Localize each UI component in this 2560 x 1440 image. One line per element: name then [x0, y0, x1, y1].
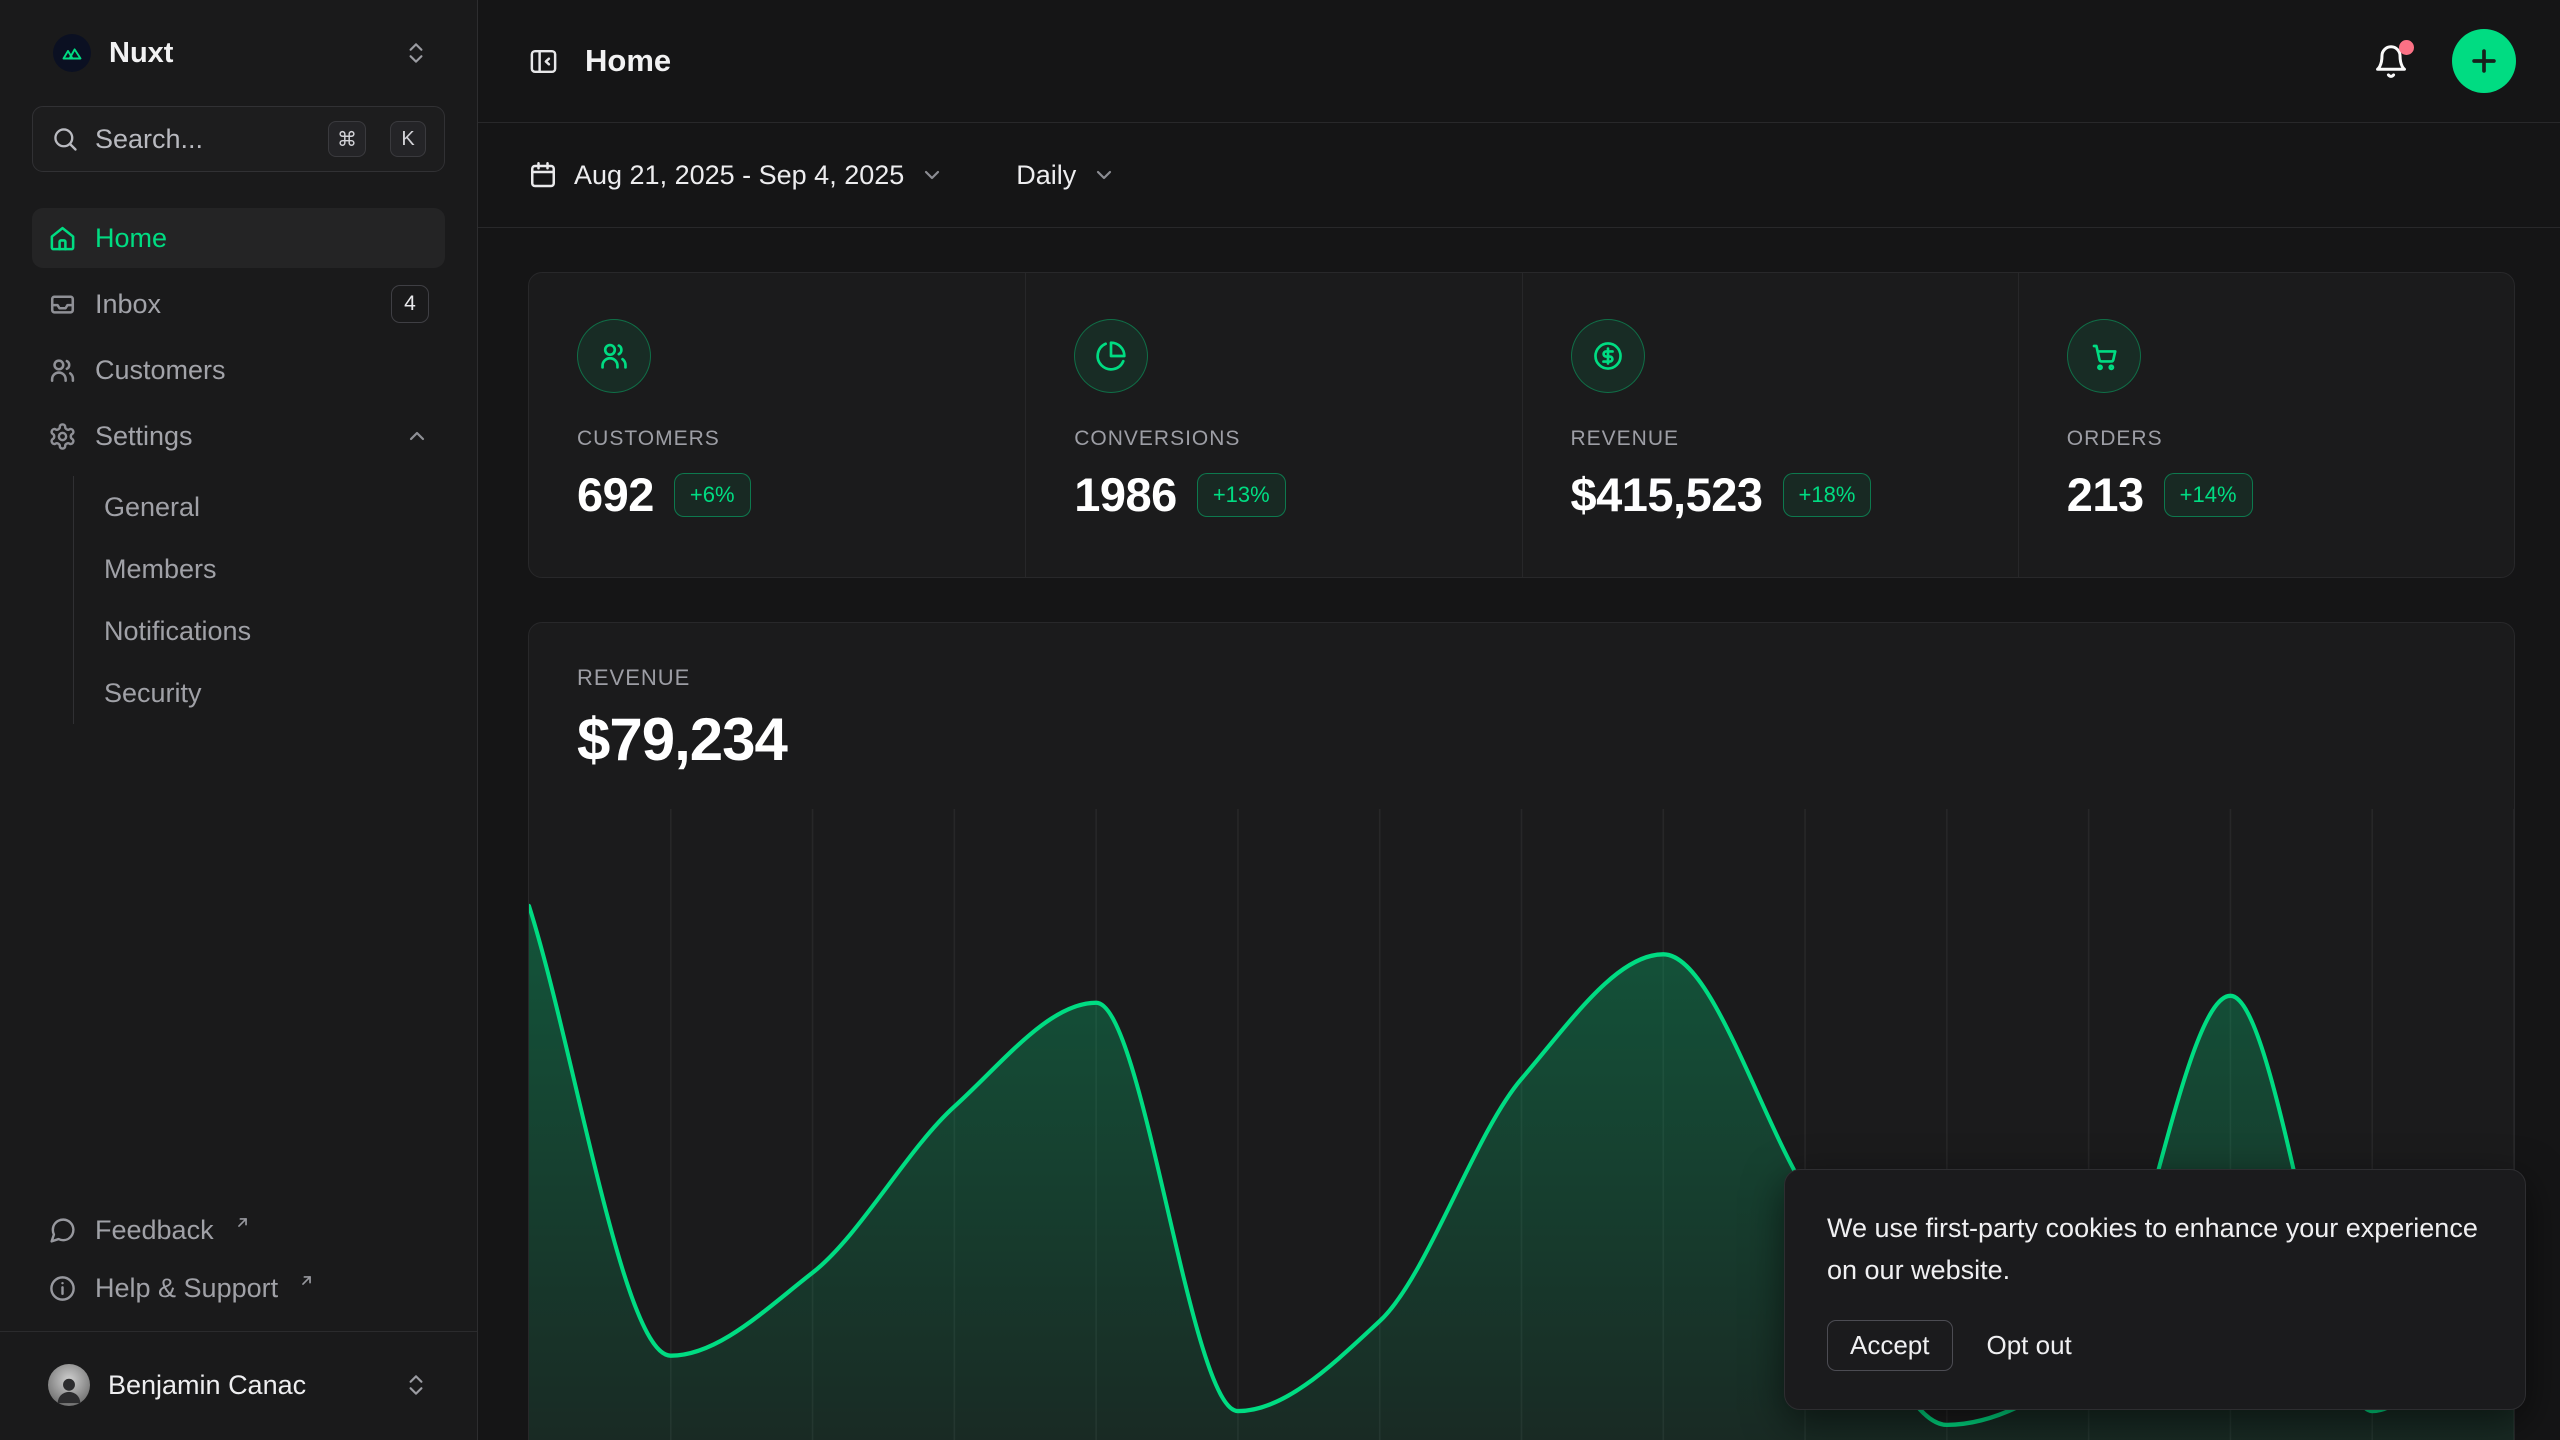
sidebar: Nuxt Search... ⌘ K Home	[0, 0, 478, 1440]
shopping-cart-icon	[2067, 319, 2141, 393]
stat-label: ORDERS	[2067, 427, 2466, 451]
inbox-count-badge: 4	[391, 285, 429, 323]
users-icon	[48, 356, 77, 385]
external-link-arrow-icon	[234, 1214, 251, 1231]
message-bubble-icon	[48, 1216, 77, 1245]
cookie-banner: We use first-party cookies to enhance yo…	[1784, 1169, 2526, 1410]
stat-label: CUSTOMERS	[577, 427, 977, 451]
cookie-message: We use first-party cookies to enhance yo…	[1827, 1208, 2483, 1292]
inbox-icon	[48, 290, 77, 319]
stat-value: $415,523	[1571, 467, 1763, 522]
revenue-chart-total: $79,234	[577, 705, 2466, 774]
nuxt-logo-icon	[53, 34, 91, 72]
sidebar-collapse-icon[interactable]	[528, 46, 559, 77]
gear-icon	[48, 422, 77, 451]
stat-label: CONVERSIONS	[1074, 427, 1473, 451]
sidebar-item-customers[interactable]: Customers	[32, 340, 445, 400]
stat-conversions[interactable]: CONVERSIONS 1986 +13%	[1025, 273, 1521, 577]
date-range-picker[interactable]: Aug 21, 2025 - Sep 4, 2025	[528, 160, 944, 191]
optout-cookies-button[interactable]: Opt out	[1987, 1330, 2072, 1361]
revenue-chart-label: REVENUE	[577, 665, 2466, 691]
home-icon	[48, 224, 77, 253]
info-circle-icon	[48, 1274, 77, 1303]
search-input[interactable]: Search... ⌘ K	[32, 106, 445, 172]
user-name: Benjamin Canac	[108, 1370, 385, 1401]
chevron-up-icon	[405, 424, 429, 448]
chevron-down-icon	[1092, 163, 1116, 187]
external-link-arrow-icon	[298, 1272, 315, 1289]
notifications-bell-icon[interactable]	[2372, 42, 2410, 80]
sidebar-nav: Home Inbox 4 Customers	[32, 208, 445, 728]
help-support-label: Help & Support	[95, 1273, 278, 1304]
search-icon	[51, 125, 79, 153]
sidebar-item-label: Customers	[95, 355, 226, 386]
stat-revenue[interactable]: REVENUE $415,523 +18%	[1522, 273, 2018, 577]
sidebar-item-label: Settings	[95, 421, 193, 452]
stat-customers[interactable]: CUSTOMERS 692 +6%	[529, 273, 1025, 577]
stat-orders[interactable]: ORDERS 213 +14%	[2018, 273, 2514, 577]
filters-toolbar: Aug 21, 2025 - Sep 4, 2025 Daily	[478, 123, 2560, 228]
sidebar-item-inbox[interactable]: Inbox 4	[32, 274, 445, 334]
stat-delta-badge: +18%	[1783, 473, 1872, 517]
pie-chart-icon	[1074, 319, 1148, 393]
stat-delta-badge: +6%	[674, 473, 751, 517]
chevron-down-icon	[920, 163, 944, 187]
stats-panel: CUSTOMERS 692 +6% CONVERSIONS 1986 +13%	[528, 272, 2515, 578]
add-button[interactable]	[2452, 29, 2516, 93]
stat-delta-badge: +13%	[1197, 473, 1286, 517]
calendar-icon	[528, 160, 558, 190]
chevrons-up-down-icon[interactable]	[403, 40, 429, 66]
granularity-select[interactable]: Daily	[1016, 160, 1116, 191]
feedback-label: Feedback	[95, 1215, 214, 1246]
kbd-cmd: ⌘	[328, 121, 366, 157]
avatar	[48, 1364, 90, 1406]
chevrons-up-down-icon	[403, 1372, 429, 1398]
user-menu[interactable]: Benjamin Canac	[32, 1338, 445, 1432]
sidebar-item-security[interactable]: Security	[74, 662, 445, 724]
sidebar-divider	[0, 1331, 477, 1332]
stat-value: 213	[2067, 467, 2144, 522]
workspace-name: Nuxt	[109, 37, 403, 70]
kbd-k: K	[390, 121, 426, 157]
settings-sub-list: General Members Notifications Security	[73, 476, 445, 724]
help-support-link[interactable]: Help & Support	[32, 1259, 445, 1317]
granularity-label: Daily	[1016, 160, 1076, 191]
stat-value: 692	[577, 467, 654, 522]
sidebar-item-home[interactable]: Home	[32, 208, 445, 268]
sidebar-item-notifications[interactable]: Notifications	[74, 600, 445, 662]
page-header: Home	[478, 0, 2560, 123]
workspace-switcher[interactable]: Nuxt	[32, 0, 445, 106]
stat-label: REVENUE	[1571, 427, 1970, 451]
notification-dot	[2399, 40, 2414, 55]
sidebar-item-label: Inbox	[95, 289, 161, 320]
sidebar-item-members[interactable]: Members	[74, 538, 445, 600]
search-placeholder: Search...	[95, 124, 312, 155]
sidebar-item-general[interactable]: General	[74, 476, 445, 538]
stat-value: 1986	[1074, 467, 1177, 522]
dollar-circle-icon	[1571, 319, 1645, 393]
stat-delta-badge: +14%	[2164, 473, 2253, 517]
feedback-link[interactable]: Feedback	[32, 1201, 445, 1259]
accept-cookies-button[interactable]: Accept	[1827, 1320, 1953, 1371]
date-range-label: Aug 21, 2025 - Sep 4, 2025	[574, 160, 904, 191]
users-icon	[577, 319, 651, 393]
page-title: Home	[585, 43, 2372, 79]
sidebar-item-settings[interactable]: Settings	[32, 406, 445, 466]
sidebar-item-label: Home	[95, 223, 167, 254]
